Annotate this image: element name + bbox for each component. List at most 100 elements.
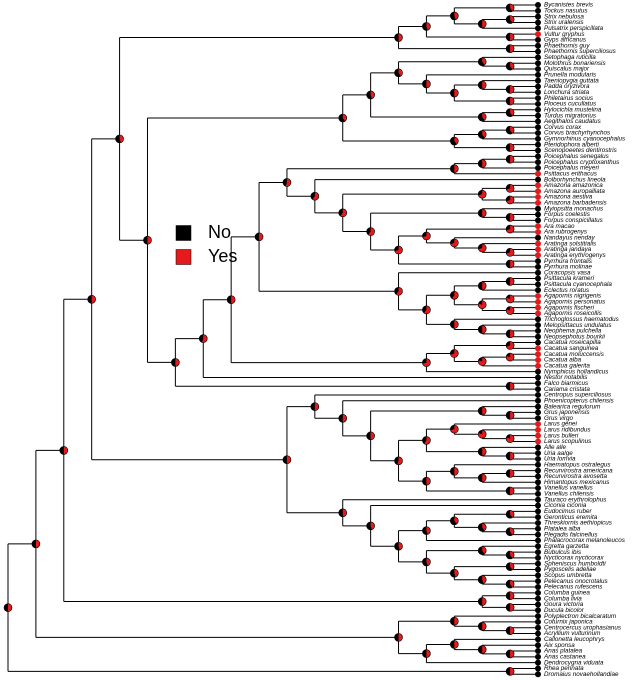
- tip-label: Quiscalus major: [544, 66, 590, 73]
- tip-label: Nymphicus hollandicus: [544, 368, 609, 375]
- node-pie: [505, 195, 515, 205]
- node-pie: [505, 248, 515, 257]
- pie-outline: [505, 96, 515, 106]
- node-pie: [450, 467, 459, 476]
- node-pie: [477, 523, 487, 532]
- tip-state: [535, 100, 541, 107]
- pie-yes: [510, 85, 515, 94]
- pie-yes: [450, 238, 459, 247]
- tip-label: Plegadis falcinellus: [544, 531, 598, 538]
- tip-label: Pulsatrix perspicillata: [544, 25, 604, 32]
- tip-label: Amazona aestiva: [543, 194, 593, 201]
- tip-state: [535, 153, 541, 160]
- node-pie: [505, 591, 515, 601]
- tip-label: Uria aalge: [544, 450, 573, 457]
- pie-yes: [510, 155, 515, 164]
- pie-yes: [454, 320, 459, 329]
- pie-yes: [510, 329, 515, 338]
- node-pie: [505, 509, 515, 519]
- pie-outline: [3, 603, 13, 612]
- tip-label: Centropus superciliosus: [544, 392, 612, 399]
- pie-outline: [477, 159, 487, 168]
- tip-label: Falco biarmicus: [544, 380, 589, 387]
- tip-label: Aegithalos caudatus: [543, 118, 602, 125]
- tip-label: Nycticorax nycticorax: [544, 555, 604, 562]
- pie-outline: [505, 649, 515, 659]
- tip-label: Taeniopygia guttata: [544, 77, 599, 84]
- tip-state: [535, 578, 541, 585]
- tip-state: [535, 549, 541, 556]
- pie-outline: [477, 57, 487, 67]
- tip-label: Ara rubrogenys: [543, 229, 588, 236]
- tip-state: [535, 159, 541, 166]
- node-pie: [450, 640, 459, 649]
- node-pie: [477, 243, 487, 253]
- pie-outline: [505, 195, 515, 205]
- pie-outline: [450, 424, 459, 434]
- tip-state: [535, 403, 541, 410]
- pie-outline: [505, 154, 515, 164]
- tip-state: [535, 83, 541, 90]
- tip-state: [535, 234, 541, 241]
- pie-outline: [450, 349, 459, 358]
- pie-yes: [370, 521, 375, 530]
- tip-state: [535, 514, 541, 521]
- pie-yes: [482, 546, 487, 554]
- tip-label: Turdus migratorius: [544, 112, 597, 119]
- tip-state: [535, 36, 541, 43]
- tip-label: Padda oryzivora: [544, 83, 590, 90]
- pie-yes: [342, 113, 347, 122]
- tip-state: [535, 455, 541, 462]
- node-pie: [477, 57, 487, 67]
- tip-label: Lonchura striata: [544, 89, 590, 96]
- tip-label: Cacatua alba: [544, 357, 582, 364]
- pie-yes: [312, 192, 319, 201]
- pie-yes: [35, 539, 40, 548]
- node-pie: [477, 80, 487, 90]
- tip-state: [535, 141, 541, 148]
- pie-outline: [505, 143, 515, 152]
- node-pie: [394, 286, 403, 296]
- pie-yes: [286, 455, 291, 464]
- pie-yes: [398, 68, 403, 77]
- tip-label: Phaethornis superciliosus: [544, 48, 617, 55]
- pie-outline: [505, 329, 515, 339]
- node-pie: [505, 434, 515, 443]
- pie-outline: [450, 88, 459, 98]
- tip-state: [535, 519, 541, 526]
- node-pie: [477, 447, 487, 456]
- pie-yes: [510, 603, 515, 612]
- node-pie: [450, 616, 459, 626]
- node-pie: [394, 33, 403, 42]
- node-pie: [505, 96, 515, 106]
- pie-outline: [226, 295, 236, 305]
- pie-outline: [282, 178, 292, 187]
- pie-yes: [482, 473, 487, 482]
- tip-label: Eclectus roratus: [544, 287, 590, 294]
- tip-label: Grus virgo: [544, 415, 574, 422]
- node-pie: [505, 15, 515, 24]
- pie-outline: [505, 434, 515, 443]
- tip-state: [535, 19, 541, 26]
- tip-label: Cacatua moluccensis: [544, 351, 605, 358]
- tip-label: Dromaius novaehollandiae: [544, 671, 619, 678]
- pie-outline: [422, 476, 431, 486]
- tip-label: Centrocercus urophasianus: [544, 624, 622, 631]
- pie-yes: [506, 195, 515, 204]
- tip-label: Amazona barbadensis: [543, 200, 608, 207]
- node-pie: [477, 208, 487, 218]
- node-pie: [422, 649, 431, 658]
- node-pie: [505, 486, 515, 496]
- node-pie: [505, 224, 515, 234]
- node-pie: [366, 227, 375, 236]
- tip-label: Corvus corax: [544, 124, 582, 131]
- node-pie: [450, 164, 459, 173]
- tip-state: [535, 374, 541, 381]
- tip-state: [535, 415, 541, 422]
- node-pie: [394, 245, 403, 255]
- node-pie: [505, 143, 515, 152]
- tip-label: Anas castanea: [543, 654, 586, 661]
- pie-outline: [505, 381, 515, 391]
- node-pie: [310, 191, 320, 201]
- pie-yes: [147, 236, 152, 245]
